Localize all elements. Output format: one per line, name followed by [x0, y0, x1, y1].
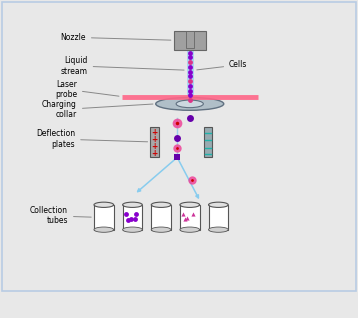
Bar: [122, 205, 142, 230]
Text: +: +: [151, 142, 158, 151]
Text: +: +: [151, 149, 158, 157]
Ellipse shape: [94, 227, 114, 232]
Bar: [208, 205, 228, 230]
Bar: [180, 205, 200, 230]
Ellipse shape: [156, 97, 224, 110]
Text: Cells: Cells: [197, 60, 247, 70]
Text: Collection
tubes: Collection tubes: [30, 206, 91, 225]
Ellipse shape: [208, 227, 228, 232]
Bar: [150, 127, 159, 156]
Ellipse shape: [208, 202, 228, 207]
Text: Deflection
plates: Deflection plates: [36, 129, 147, 149]
Ellipse shape: [180, 227, 200, 232]
Ellipse shape: [122, 227, 142, 232]
Bar: [151, 205, 171, 230]
Bar: [174, 31, 206, 50]
Ellipse shape: [94, 202, 114, 207]
Text: Nozzle: Nozzle: [61, 33, 171, 42]
Bar: [94, 205, 113, 230]
Ellipse shape: [180, 202, 200, 207]
Ellipse shape: [122, 202, 142, 207]
Bar: [204, 127, 212, 156]
Text: Liquid
stream: Liquid stream: [61, 56, 184, 76]
Text: Laser
probe: Laser probe: [55, 80, 119, 99]
Text: Charging
collar: Charging collar: [42, 100, 153, 120]
Ellipse shape: [151, 227, 171, 232]
Ellipse shape: [151, 202, 171, 207]
Text: +: +: [151, 128, 158, 137]
Bar: [186, 31, 194, 48]
Ellipse shape: [176, 100, 203, 108]
Text: +: +: [151, 135, 158, 144]
